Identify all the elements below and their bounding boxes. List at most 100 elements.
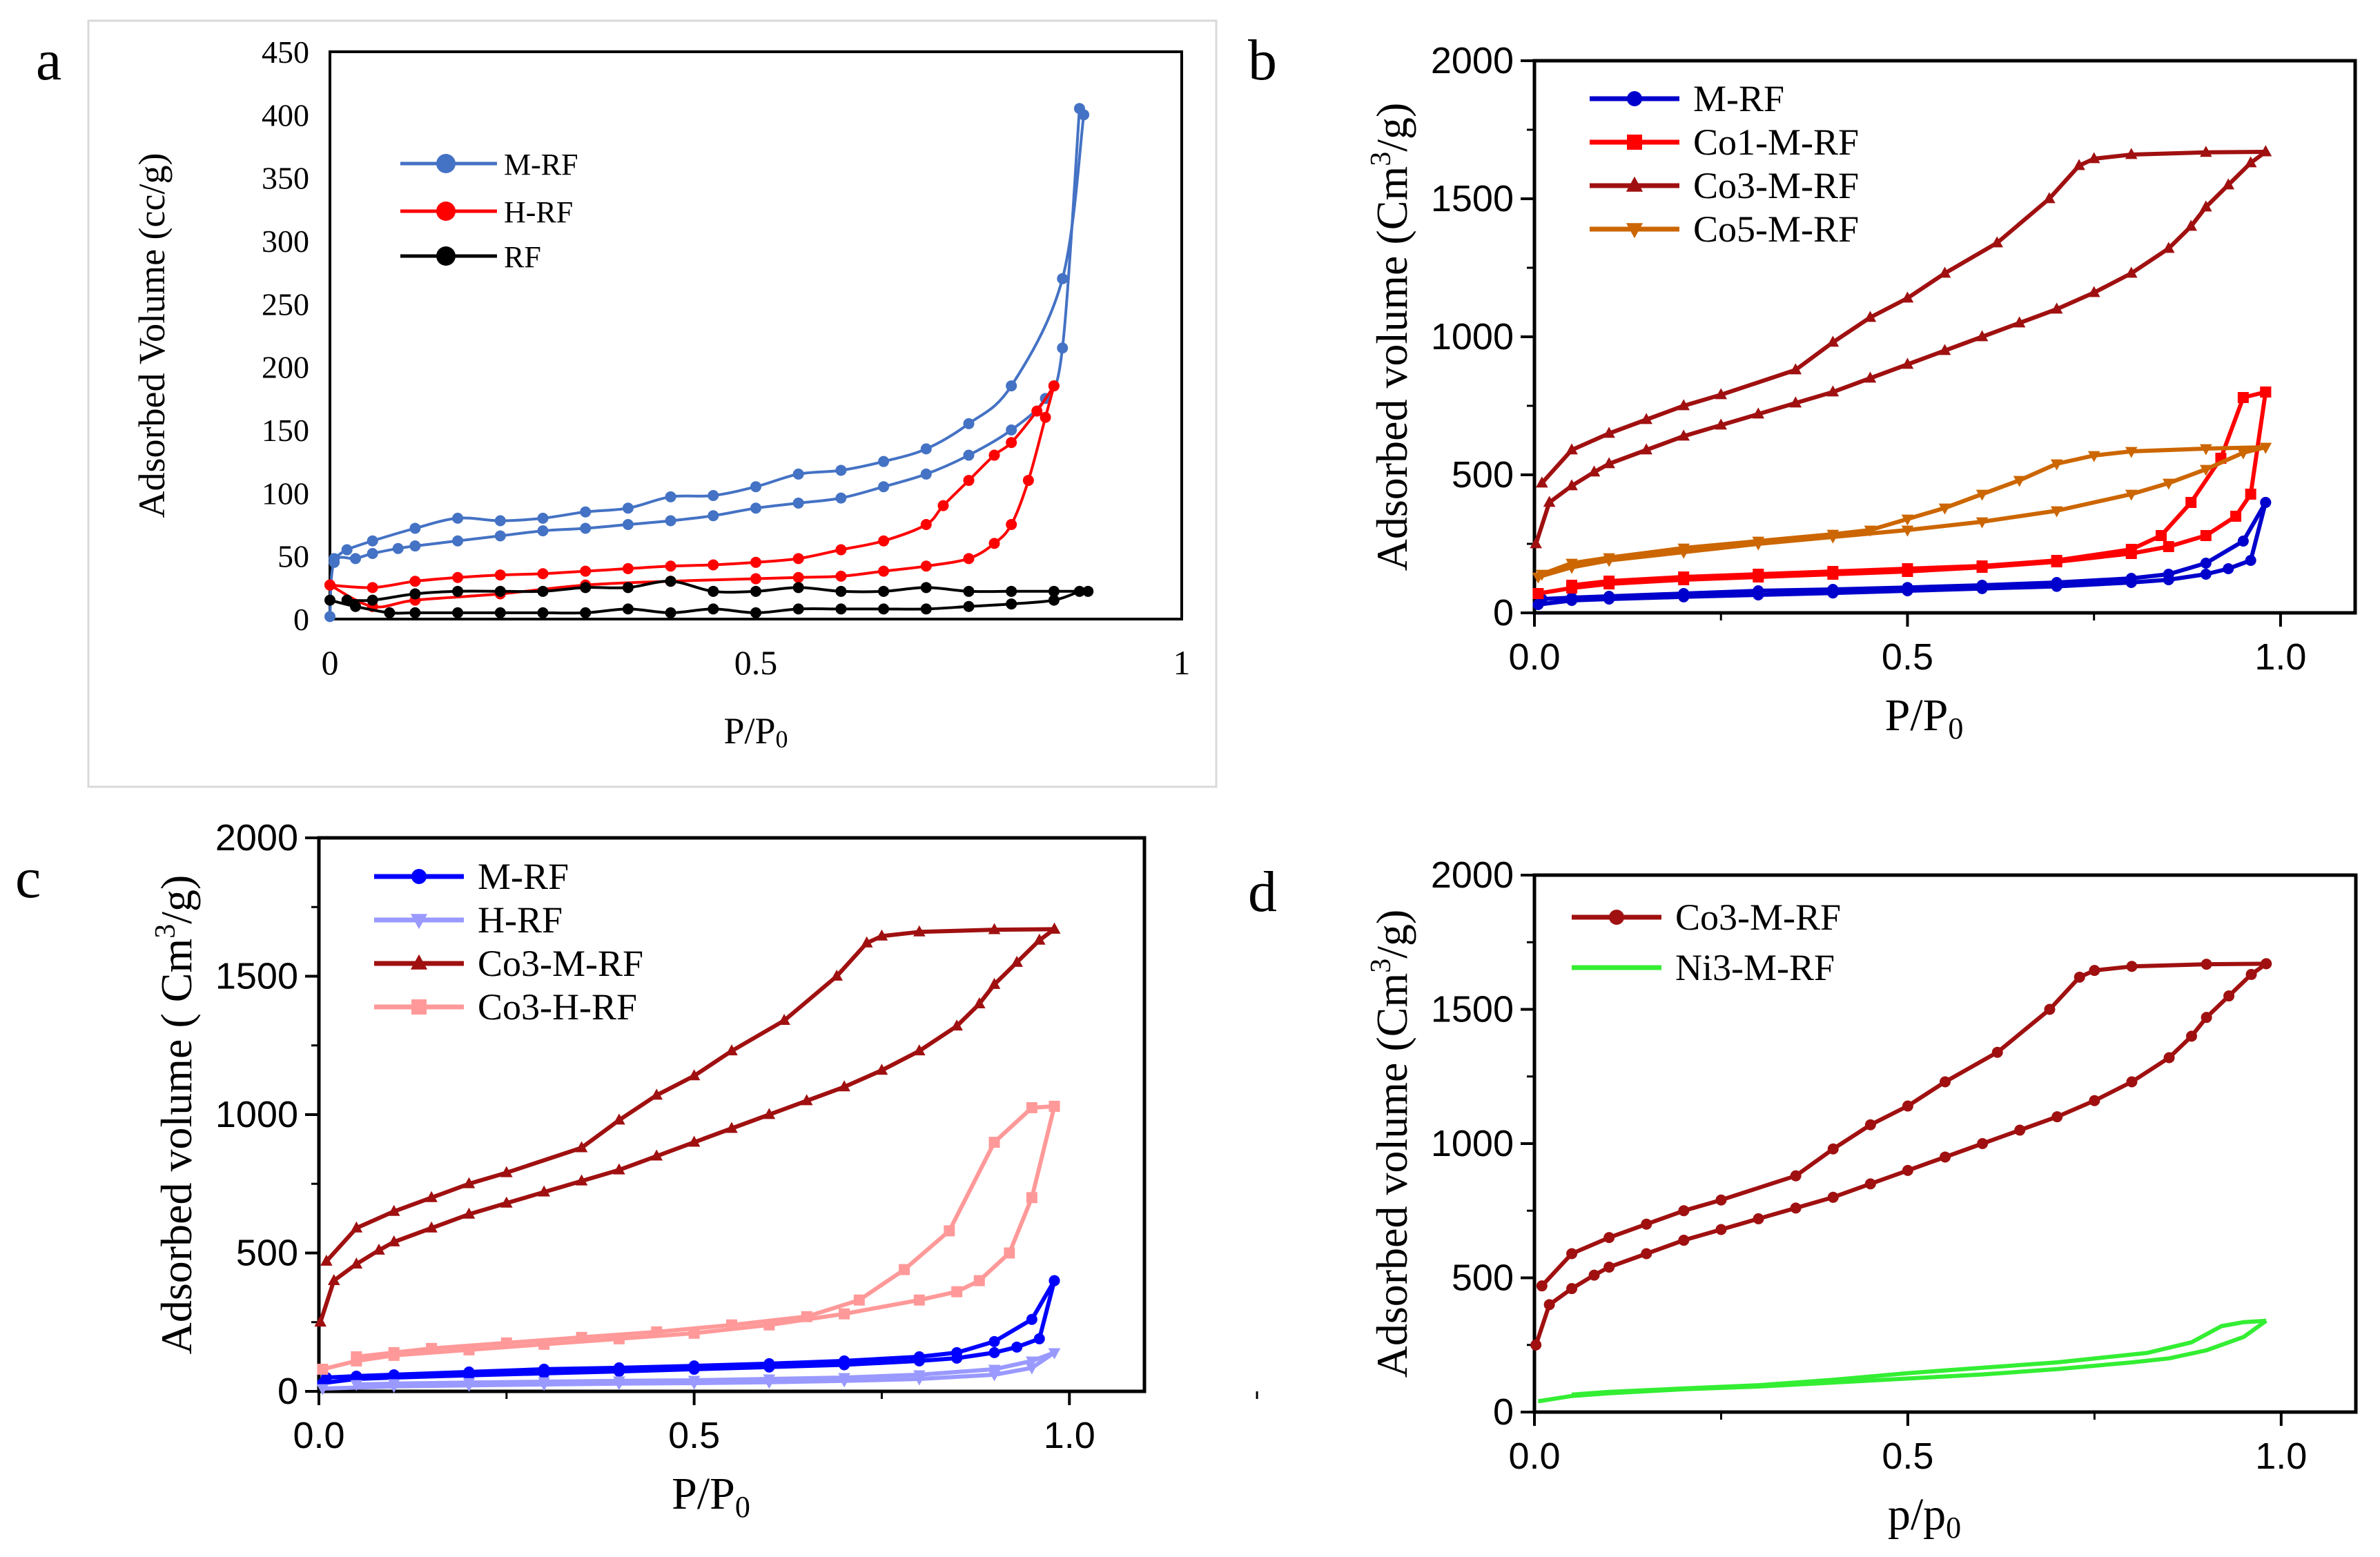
chart-panel-b: 0 500 1000 1500 2000 0.0 0.5 1.0 P/P0 Adsorbed vo… — [1365, 40, 2357, 745]
data-point — [500, 1196, 513, 1208]
data-point — [409, 540, 421, 552]
data-point — [537, 585, 549, 597]
data-point — [1790, 1202, 1802, 1214]
desorption-curve — [356, 1351, 1055, 1387]
legend-marker — [1609, 910, 1624, 925]
data-point — [708, 559, 719, 571]
data-point — [1536, 569, 1548, 581]
panel-label-d: d — [1248, 860, 1277, 924]
data-point — [708, 489, 719, 501]
adsorption-curve — [318, 927, 1056, 1323]
data-point — [687, 1135, 701, 1147]
series-M-RF — [324, 103, 1090, 623]
data-point — [538, 1377, 550, 1389]
data-point — [1603, 591, 1615, 602]
data-point — [622, 562, 634, 574]
data-point — [988, 923, 1001, 934]
data-point — [1752, 536, 1765, 548]
data-point — [2125, 489, 2138, 501]
x-tick-label: 0.5 — [668, 1415, 720, 1456]
data-point — [2237, 448, 2250, 460]
data-point — [1031, 405, 1043, 417]
data-point — [1536, 1280, 1548, 1292]
data-point — [2186, 1030, 2197, 1042]
data-point — [1048, 1100, 1060, 1112]
data-point — [1640, 413, 1652, 424]
data-point — [835, 492, 847, 504]
series-Co3-H-RF — [317, 1100, 1060, 1375]
data-point — [341, 544, 353, 556]
data-point — [913, 1351, 925, 1362]
desorption-curve — [329, 384, 1055, 589]
data-point — [2089, 965, 2100, 977]
data-point — [988, 977, 1001, 989]
y-tick-label: 1500 — [1431, 178, 1514, 219]
y-tick-label: 450 — [262, 35, 309, 70]
data-point — [2222, 178, 2235, 190]
data-point — [613, 1333, 625, 1344]
data-point — [2087, 152, 2100, 164]
data-point — [2126, 961, 2138, 972]
y-tick-label: 200 — [262, 350, 309, 385]
series-Ni3-M-RF — [1537, 1318, 2267, 1404]
legend-marker — [436, 246, 456, 266]
data-point — [763, 1374, 776, 1386]
panel-label-a: a — [36, 28, 61, 92]
data-point — [613, 1113, 625, 1125]
data-point — [350, 600, 362, 612]
y-tick-label: 0 — [293, 602, 309, 637]
data-point — [1864, 1119, 1876, 1130]
data-point — [463, 1344, 475, 1355]
data-point — [2089, 1095, 2100, 1106]
y-tick-label: 500 — [1452, 1257, 1514, 1299]
data-point — [830, 969, 843, 981]
data-point — [1536, 476, 1548, 488]
data-point — [580, 607, 592, 618]
data-point — [537, 512, 549, 524]
y-axis-label: Adsorbed volume (Cm3/g) — [1365, 910, 1416, 1378]
data-point — [2201, 1012, 2212, 1024]
data-point — [2200, 464, 2212, 476]
data-point — [687, 1375, 701, 1387]
data-point — [613, 1163, 625, 1175]
data-point — [1603, 1232, 1615, 1244]
data-point — [750, 556, 761, 568]
data-point — [388, 1369, 400, 1380]
data-point — [1976, 489, 1989, 501]
data-point — [2244, 156, 2257, 168]
data-point — [2126, 1076, 2138, 1088]
data-point — [537, 568, 549, 580]
desorption-curve — [1540, 150, 2266, 485]
data-point — [1004, 1247, 1015, 1259]
y-tick-label: 2000 — [1431, 40, 1514, 81]
data-point — [622, 582, 634, 594]
data-point — [920, 519, 932, 530]
data-point — [494, 607, 506, 618]
plot-area-a — [329, 50, 1183, 620]
data-point — [1901, 514, 1914, 526]
data-point — [1901, 358, 1914, 369]
x-tick-label: 1 — [1173, 643, 1191, 682]
data-point — [1752, 407, 1765, 419]
legend-label: H-RF — [478, 899, 563, 941]
x-tick-label: 0.0 — [293, 1415, 344, 1456]
data-point — [387, 1379, 400, 1391]
data-point — [2162, 242, 2175, 253]
data-point — [324, 579, 335, 591]
data-point — [452, 585, 464, 597]
data-point — [1789, 363, 1802, 375]
legend-label: Co3-M-RF — [1693, 165, 1859, 206]
data-point — [2260, 386, 2272, 398]
data-point — [463, 1366, 475, 1378]
data-point — [988, 1347, 1000, 1358]
adsorption-curve — [329, 108, 1081, 617]
data-point — [963, 475, 975, 487]
legend-label: Co3-M-RF — [478, 943, 643, 984]
data-point — [1006, 437, 1017, 449]
data-point — [1715, 418, 1728, 430]
data-point — [2125, 544, 2137, 555]
data-point — [2185, 497, 2197, 508]
data-point — [2163, 541, 2174, 552]
data-point — [409, 576, 421, 587]
